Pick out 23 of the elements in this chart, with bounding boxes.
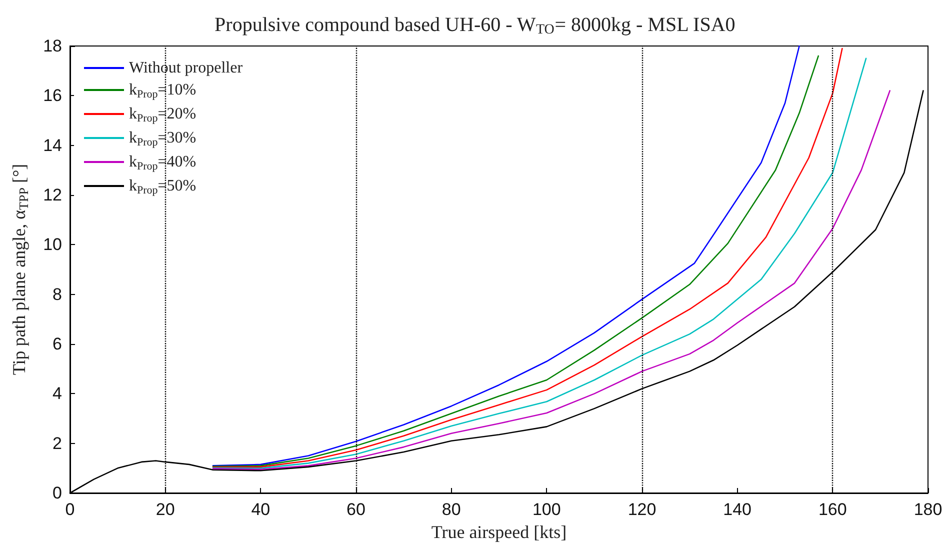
x-tick-label: 0 bbox=[65, 500, 75, 519]
x-tick-label: 100 bbox=[532, 500, 561, 519]
y-tick-label: 8 bbox=[52, 284, 62, 304]
legend-label: Without propeller bbox=[129, 60, 244, 76]
x-tick-label: 140 bbox=[723, 500, 752, 519]
y-tick-label: 6 bbox=[52, 334, 62, 354]
y-tick-label: 10 bbox=[43, 235, 62, 254]
y-tick-label: 16 bbox=[43, 86, 62, 106]
y-tick-label: 4 bbox=[52, 384, 62, 404]
x-tick-label: 160 bbox=[818, 500, 847, 519]
y-tick-label: 0 bbox=[52, 484, 62, 502]
x-tick-label: 180 bbox=[914, 500, 942, 519]
x-tick-label: 80 bbox=[442, 500, 461, 519]
y-tick-label: 12 bbox=[43, 186, 62, 204]
x-tick-label: 60 bbox=[346, 500, 366, 519]
y-axis-title: Tip path plane angle, αTPP [°] bbox=[9, 164, 31, 376]
x-axis-title: True airspeed [kts] bbox=[431, 522, 567, 542]
y-tick-label: 18 bbox=[43, 36, 62, 56]
y-tick-label: 2 bbox=[52, 434, 62, 453]
x-tick-label: 120 bbox=[628, 500, 656, 519]
x-tick-label: 40 bbox=[251, 500, 270, 519]
y-tick-label: 14 bbox=[43, 136, 62, 155]
x-tick-label: 20 bbox=[156, 500, 175, 519]
